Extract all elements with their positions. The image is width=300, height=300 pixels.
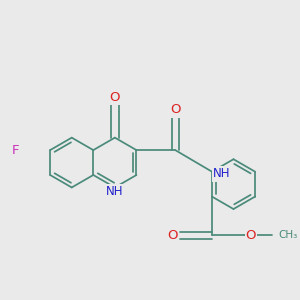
Text: NH: NH	[106, 185, 124, 198]
Text: NH: NH	[213, 167, 231, 181]
Text: O: O	[110, 91, 120, 104]
Text: F: F	[12, 144, 20, 157]
Text: O: O	[171, 103, 181, 116]
Text: O: O	[246, 229, 256, 242]
Text: CH₃: CH₃	[279, 230, 298, 240]
Text: O: O	[168, 229, 178, 242]
